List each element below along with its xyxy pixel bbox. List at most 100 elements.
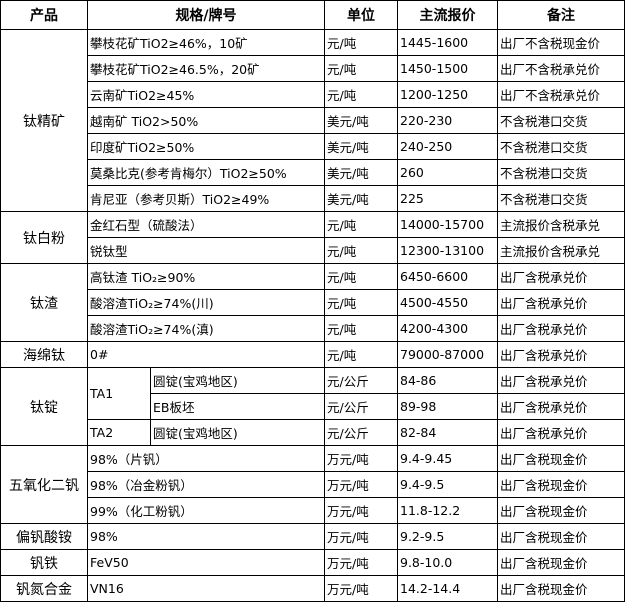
spec-cell: VN16 <box>87 575 325 602</box>
note-cell: 出厂含税现金价 <box>497 523 625 550</box>
price-cell: 9.2-9.5 <box>397 523 498 550</box>
grade-cell: TA2 <box>87 419 151 446</box>
note-cell: 出厂含税现金价 <box>497 497 625 524</box>
spec-cell: 攀枝花矿TiO2≥46%，10矿 <box>87 29 325 56</box>
price-cell: 14.2-14.4 <box>397 575 498 602</box>
header-note: 备注 <box>497 0 625 30</box>
table-row: 偏钒酸铵 98% 万元/吨 9.2-9.5 出厂含税现金价 <box>0 523 625 550</box>
table-row: 钛白粉 金红石型（硫酸法） 元/吨 14000-15700 主流报价含税承兑 <box>0 211 625 264</box>
unit-cell: 元/吨 <box>324 211 398 238</box>
header-unit: 单位 <box>324 0 398 30</box>
spec-cell: 越南矿 TiO2>50% <box>87 107 325 134</box>
price-cell: 9.4-9.45 <box>397 445 498 472</box>
table-row: 肯尼亚（参考贝斯）TiO2≥49% 美元/吨 225 不含税港口交货 <box>1 185 625 212</box>
price-cell: 220-230 <box>397 107 498 134</box>
spec-cell: 圆锭(宝鸡地区) <box>150 419 325 446</box>
header-spec: 规格/牌号 <box>87 0 325 30</box>
unit-cell: 美元/吨 <box>324 185 398 212</box>
price-cell: 89-98 <box>397 393 498 420</box>
note-cell: 不含税港口交货 <box>497 185 625 212</box>
unit-cell: 万元/吨 <box>324 445 398 472</box>
spec-cell: 云南矿TiO2≥45% <box>87 81 325 108</box>
grade-cell: TA1 <box>87 367 151 420</box>
unit-cell: 美元/吨 <box>324 107 398 134</box>
note-cell: 出厂含税承兑价 <box>497 419 625 446</box>
note-cell: 出厂含税承兑价 <box>497 263 625 290</box>
table-row: 攀枝花矿TiO2≥46.5%，20矿 元/吨 1450-1500 出厂不含税承兑价 <box>1 55 625 82</box>
note-cell: 出厂含税现金价 <box>497 575 625 602</box>
spec-cell: 莫桑比克(参考肯梅尔）TiO2≥50% <box>87 159 325 186</box>
note-cell: 出厂含税承兑价 <box>497 341 625 368</box>
price-cell: 79000-87000 <box>397 341 498 368</box>
unit-cell: 元/公斤 <box>324 367 398 394</box>
unit-cell: 万元/吨 <box>324 471 398 498</box>
spec-cell: 酸溶渣TiO₂≥74%(川) <box>87 289 325 316</box>
price-cell: 260 <box>397 159 498 186</box>
unit-cell: 元/公斤 <box>324 419 398 446</box>
table-row: 钒铁 FeV50 万元/吨 9.8-10.0 出厂含税现金价 <box>0 549 625 576</box>
table-row: 越南矿 TiO2>50% 美元/吨 220-230 不含税港口交货 <box>1 107 625 134</box>
header-price: 主流报价 <box>397 0 498 30</box>
table-row: EB板坯 元/公斤 89-98 出厂含税承兑价 <box>1 393 625 420</box>
price-cell: 9.4-9.5 <box>397 471 498 498</box>
spec-cell: 98%（片钒） <box>87 445 325 472</box>
table-row: 印度矿TiO2≥50% 美元/吨 240-250 不含税港口交货 <box>1 133 625 160</box>
price-cell: 4500-4550 <box>397 289 498 316</box>
unit-cell: 万元/吨 <box>324 549 398 576</box>
product-cell: 钒氮合金 <box>0 575 88 602</box>
table-row: 酸溶渣TiO₂≥74%(滇) 元/吨 4200-4300 出厂含税承兑价 <box>1 315 625 342</box>
unit-cell: 元/吨 <box>324 289 398 316</box>
unit-cell: 元/吨 <box>324 237 398 264</box>
table-row: 五氧化二钒 98%（片钒） 万元/吨 9.4-9.45 出厂含税现金价 <box>0 445 625 524</box>
product-cell: 钛锭 <box>0 367 88 446</box>
unit-cell: 万元/吨 <box>324 497 398 524</box>
table-row: 酸溶渣TiO₂≥74%(川) 元/吨 4500-4550 出厂含税承兑价 <box>1 289 625 316</box>
spec-cell: 印度矿TiO2≥50% <box>87 133 325 160</box>
price-cell: 1445-1600 <box>397 29 498 56</box>
note-cell: 出厂含税现金价 <box>497 549 625 576</box>
table-row: 98%（冶金粉钒） 万元/吨 9.4-9.5 出厂含税现金价 <box>1 471 625 498</box>
spec-cell: 圆锭(宝鸡地区) <box>150 367 325 394</box>
price-cell: 240-250 <box>397 133 498 160</box>
note-cell: 出厂含税现金价 <box>497 471 625 498</box>
table-row: 钛渣 高钛渣 TiO₂≥90% 元/吨 6450-6600 出厂含税承兑价 <box>0 263 625 342</box>
price-cell: 6450-6600 <box>397 263 498 290</box>
price-cell: 11.8-12.2 <box>397 497 498 524</box>
product-cell: 钛精矿 <box>0 29 88 212</box>
product-cell: 偏钒酸铵 <box>0 523 88 550</box>
note-cell: 不含税港口交货 <box>497 133 625 160</box>
unit-cell: 万元/吨 <box>324 523 398 550</box>
note-cell: 出厂不含税承兑价 <box>497 55 625 82</box>
unit-cell: 元/吨 <box>324 29 398 56</box>
price-cell: 1200-1250 <box>397 81 498 108</box>
product-cell: 钛白粉 <box>0 211 88 264</box>
spec-cell: 锐钛型 <box>87 237 325 264</box>
note-cell: 不含税港口交货 <box>497 159 625 186</box>
spec-cell: 金红石型（硫酸法） <box>87 211 325 238</box>
price-cell: 82-84 <box>397 419 498 446</box>
note-cell: 出厂含税承兑价 <box>497 367 625 394</box>
table-row: 99%（化工粉钒） 万元/吨 11.8-12.2 出厂含税现金价 <box>1 497 625 524</box>
table-row: 海绵钛 0# 元/吨 79000-87000 出厂含税承兑价 <box>0 341 625 368</box>
spec-cell: 98%（冶金粉钒） <box>87 471 325 498</box>
note-cell: 出厂含税承兑价 <box>497 315 625 342</box>
table-row: 锐钛型 元/吨 12300-13100 主流报价含税承兑 <box>1 237 625 264</box>
spec-cell: EB板坯 <box>150 393 325 420</box>
price-cell: 84-86 <box>397 367 498 394</box>
table-body: 钛精矿 攀枝花矿TiO2≥46%，10矿 元/吨 1445-1600 出厂不含税现金价攀… <box>0 29 625 602</box>
product-cell: 五氧化二钒 <box>0 445 88 524</box>
price-cell: 12300-13100 <box>397 237 498 264</box>
table-row: 钛精矿 攀枝花矿TiO2≥46%，10矿 元/吨 1445-1600 出厂不含税现金价 <box>0 29 625 212</box>
product-cell: 钛渣 <box>0 263 88 342</box>
header-product: 产品 <box>0 0 88 30</box>
table-row: 钒氮合金 VN16 万元/吨 14.2-14.4 出厂含税现金价 <box>0 575 625 602</box>
unit-cell: 元/公斤 <box>324 393 398 420</box>
table-row: 云南矿TiO2≥45% 元/吨 1200-1250 出厂不含税承兑价 <box>1 81 625 108</box>
table-row: TA2 圆锭(宝鸡地区) 元/公斤 82-84 出厂含税承兑价 <box>1 419 625 446</box>
unit-cell: 元/吨 <box>324 81 398 108</box>
price-cell: 1450-1500 <box>397 55 498 82</box>
unit-cell: 元/吨 <box>324 263 398 290</box>
note-cell: 不含税港口交货 <box>497 107 625 134</box>
price-cell: 4200-4300 <box>397 315 498 342</box>
spec-cell: 高钛渣 TiO₂≥90% <box>87 263 325 290</box>
